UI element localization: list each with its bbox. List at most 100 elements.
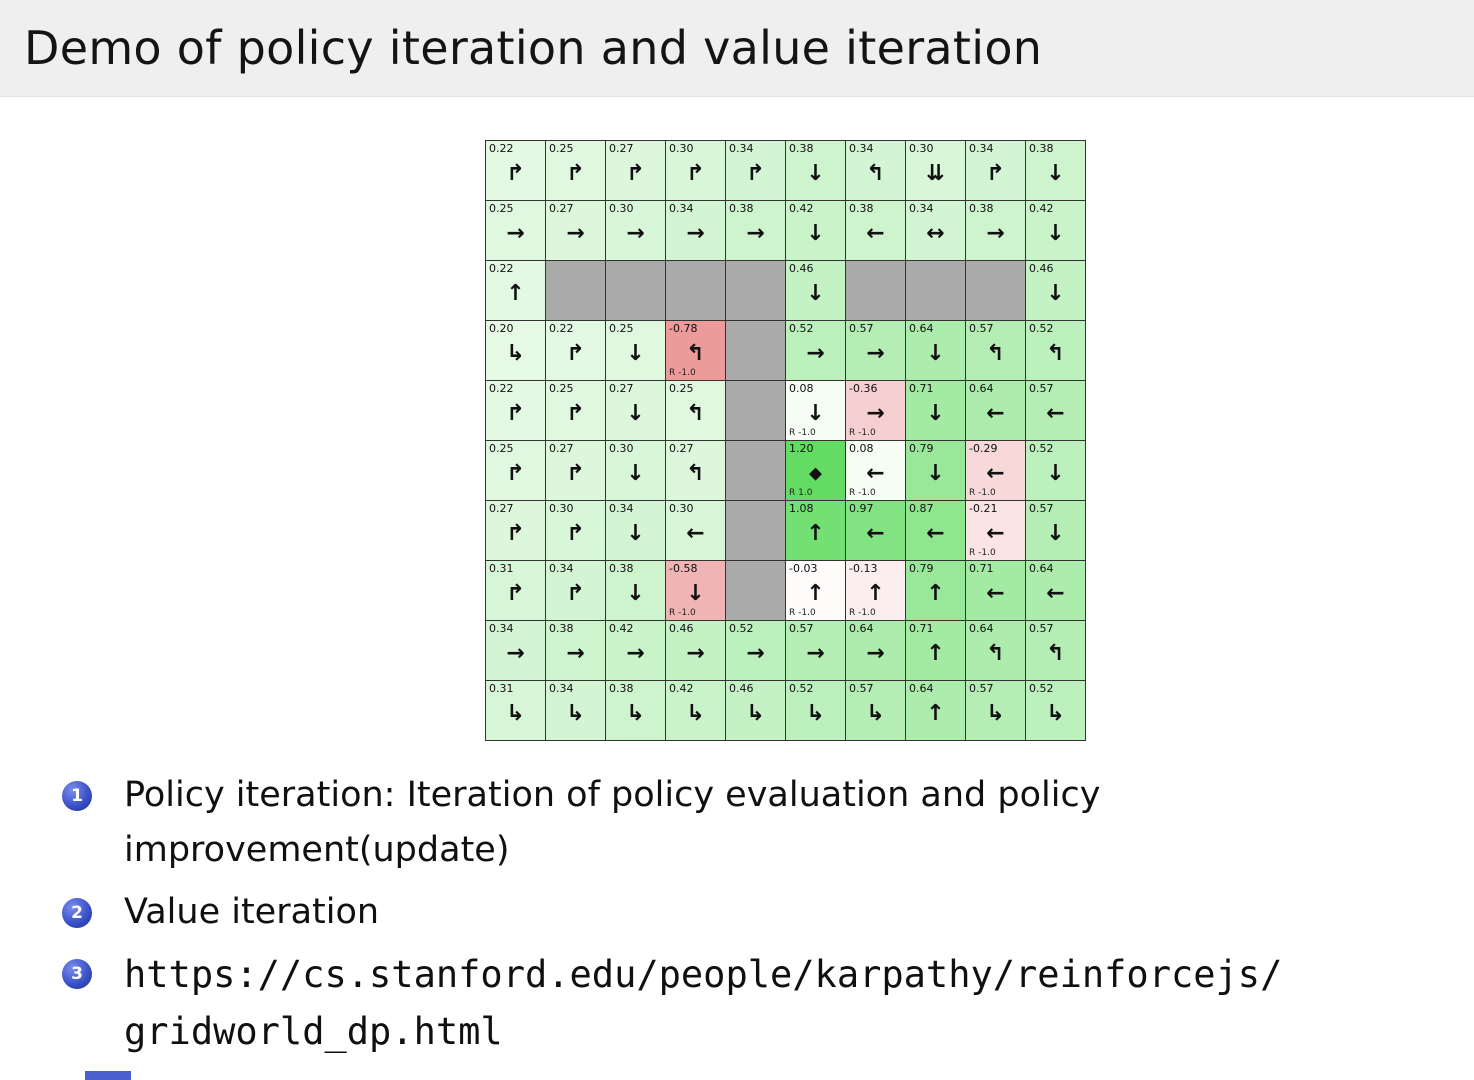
cell-value: 0.22 bbox=[489, 382, 514, 395]
bullet-number-badge: 3 bbox=[62, 958, 92, 989]
policy-arrow-icon: → bbox=[506, 640, 525, 666]
policy-arrow-icon: ↳ bbox=[1046, 700, 1065, 726]
cell-value: 0.97 bbox=[849, 502, 874, 515]
cell-value: 0.71 bbox=[909, 382, 934, 395]
grid-cell: 0.08 ↓ R -1.0 bbox=[786, 381, 845, 440]
grid-cell: 0.52 → bbox=[726, 621, 785, 680]
grid-cell: 0.34 ↔ bbox=[906, 201, 965, 260]
cell-value: 0.52 bbox=[1029, 682, 1054, 695]
grid-cell: 0.38 → bbox=[726, 201, 785, 260]
cell-value: -0.21 bbox=[969, 502, 998, 515]
policy-arrow-icon: ↳ bbox=[986, 700, 1005, 726]
bullet-line: Value iteration bbox=[124, 891, 380, 932]
cell-value: 0.57 bbox=[969, 682, 994, 695]
cell-value: 0.64 bbox=[909, 682, 934, 695]
policy-arrow-icon: ← bbox=[986, 460, 1005, 486]
grid-cell: 0.38 ← bbox=[846, 201, 905, 260]
title-bar: Demo of policy iteration and value itera… bbox=[0, 0, 1474, 97]
cell-value: 0.38 bbox=[609, 682, 634, 695]
grid-cell: 0.38 ↓ bbox=[606, 561, 665, 620]
grid-cell: 0.34 ↓ bbox=[606, 501, 665, 560]
grid-cell: 0.64 ← bbox=[966, 381, 1025, 440]
cell-value: 0.57 bbox=[849, 682, 874, 695]
policy-arrow-icon: ↳ bbox=[506, 700, 525, 726]
grid-cell: 0.79 ↓ bbox=[906, 441, 965, 500]
grid-cell: 0.46 ↓ bbox=[786, 261, 845, 320]
grid-cell: 0.57 ↳ bbox=[966, 681, 1025, 740]
reward-label: R -1.0 bbox=[669, 368, 696, 378]
policy-arrow-icon: ↓ bbox=[1046, 520, 1065, 546]
grid-cell: 0.38 → bbox=[546, 621, 605, 680]
wall-cell bbox=[846, 261, 905, 320]
grid-cell: 0.52 ↳ bbox=[1026, 681, 1085, 740]
policy-arrow-icon: ↰ bbox=[686, 340, 705, 366]
cell-value: 0.57 bbox=[1029, 382, 1054, 395]
wall-cell bbox=[726, 561, 785, 620]
cell-value: 0.46 bbox=[789, 262, 814, 275]
grid-cell: 0.30 ← bbox=[666, 501, 725, 560]
policy-arrow-icon: ↓ bbox=[806, 160, 825, 186]
cell-value: 0.52 bbox=[789, 322, 814, 335]
cell-value: 0.52 bbox=[729, 622, 754, 635]
demo-url-line: https://cs.stanford.edu/people/karpathy/… bbox=[124, 952, 1283, 996]
policy-arrow-icon: ← bbox=[926, 520, 945, 546]
bullet-text: Policy iteration: Iteration of policy ev… bbox=[124, 768, 1100, 879]
policy-arrow-icon: ↑ bbox=[806, 520, 825, 546]
grid-cell: -0.03 ↑ R -1.0 bbox=[786, 561, 845, 620]
policy-arrow-icon: → bbox=[866, 640, 885, 666]
policy-arrow-icon: ↱ bbox=[566, 520, 585, 546]
cell-value: 0.22 bbox=[489, 142, 514, 155]
wall-cell bbox=[726, 441, 785, 500]
grid-cell: 0.34 ↱ bbox=[966, 141, 1025, 200]
cell-value: 0.79 bbox=[909, 562, 934, 575]
cell-value: -0.13 bbox=[849, 562, 878, 575]
cell-value: 0.25 bbox=[489, 442, 514, 455]
cell-value: 0.31 bbox=[489, 562, 514, 575]
grid-cell: 0.27 ↰ bbox=[666, 441, 725, 500]
grid-cell: -0.21 ← R -1.0 bbox=[966, 501, 1025, 560]
cell-value: 1.08 bbox=[789, 502, 814, 515]
cell-value: -0.36 bbox=[849, 382, 878, 395]
grid-cell: 1.08 ↑ bbox=[786, 501, 845, 560]
policy-arrow-icon: ↑ bbox=[866, 580, 885, 606]
cell-value: 0.25 bbox=[669, 382, 694, 395]
grid-cell: 0.31 ↱ bbox=[486, 561, 545, 620]
grid-cell: 0.57 → bbox=[786, 621, 845, 680]
bullet-text: https://cs.stanford.edu/people/karpathy/… bbox=[124, 946, 1282, 1061]
policy-arrow-icon: ↳ bbox=[686, 700, 705, 726]
policy-arrow-icon: → bbox=[686, 220, 705, 246]
policy-arrow-icon: → bbox=[746, 220, 765, 246]
policy-arrow-icon: → bbox=[986, 220, 1005, 246]
grid-cell: 0.27 ↱ bbox=[606, 141, 665, 200]
policy-arrow-icon: ↱ bbox=[506, 460, 525, 486]
grid-cell: 0.34 → bbox=[486, 621, 545, 680]
grid-cell: -0.29 ← R -1.0 bbox=[966, 441, 1025, 500]
cell-value: 0.64 bbox=[909, 322, 934, 335]
cell-value: 0.42 bbox=[609, 622, 634, 635]
policy-arrow-icon: ↳ bbox=[746, 700, 765, 726]
policy-arrow-icon: ↳ bbox=[626, 700, 645, 726]
grid-cell: 0.38 → bbox=[966, 201, 1025, 260]
bullet-number-badge: 2 bbox=[62, 897, 92, 928]
cell-value: 0.34 bbox=[489, 622, 514, 635]
cell-value: 0.08 bbox=[789, 382, 814, 395]
policy-arrow-icon: ↱ bbox=[566, 160, 585, 186]
policy-arrow-icon: ↰ bbox=[866, 160, 885, 186]
grid-cell: 0.27 ↓ bbox=[606, 381, 665, 440]
policy-arrow-icon: ↑ bbox=[926, 700, 945, 726]
policy-arrow-icon: ← bbox=[866, 460, 885, 486]
reward-label: R -1.0 bbox=[969, 548, 996, 558]
cell-value: 0.57 bbox=[789, 622, 814, 635]
cell-value: 0.25 bbox=[489, 202, 514, 215]
cell-value: 0.30 bbox=[609, 442, 634, 455]
cell-value: 0.46 bbox=[669, 622, 694, 635]
policy-arrow-icon: → bbox=[866, 340, 885, 366]
grid-cell: 0.46 → bbox=[666, 621, 725, 680]
cell-value: 0.27 bbox=[549, 202, 574, 215]
policy-arrow-icon: ← bbox=[986, 580, 1005, 606]
grid-cell: 0.52 ↓ bbox=[1026, 441, 1085, 500]
policy-arrow-icon: ⇊ bbox=[926, 160, 945, 186]
grid-cell: 0.38 ↓ bbox=[786, 141, 845, 200]
cell-value: 0.30 bbox=[609, 202, 634, 215]
policy-arrow-icon: ↳ bbox=[506, 340, 525, 366]
